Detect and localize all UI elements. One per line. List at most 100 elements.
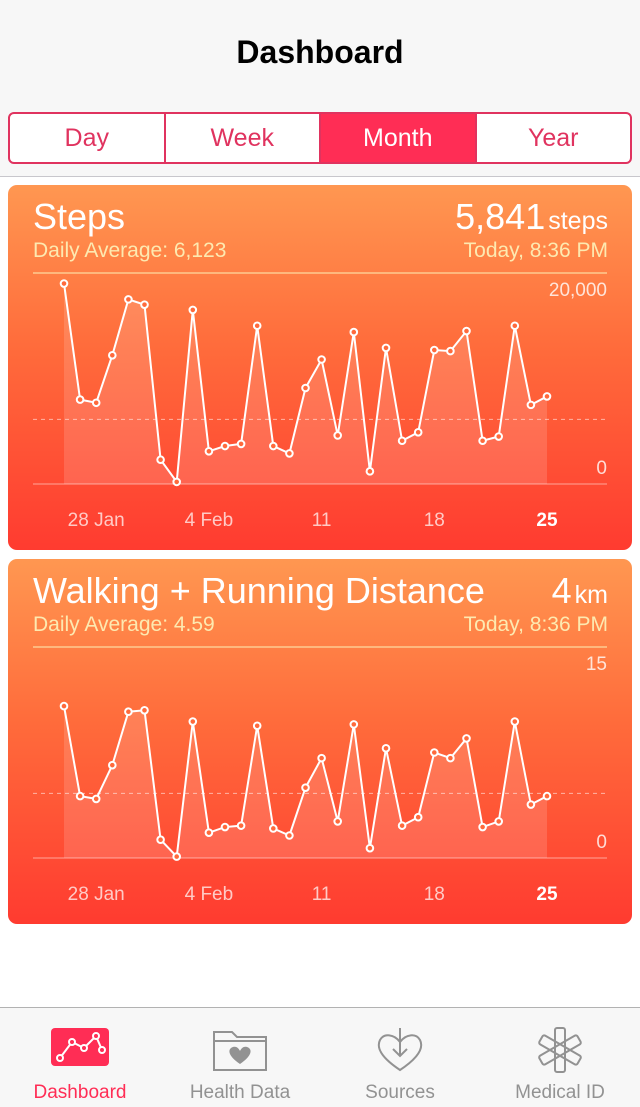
- data-point: [301, 383, 310, 393]
- data-point: [75, 791, 85, 801]
- data-point: [317, 355, 326, 364]
- data-point: [108, 760, 117, 770]
- data-point: [252, 721, 262, 731]
- y-min-label: 0: [596, 832, 607, 853]
- navigation-bar: Dashboard Day Week Month Year: [0, 0, 640, 177]
- data-point: [172, 477, 181, 487]
- data-point: [381, 743, 391, 753]
- data-point: [204, 828, 214, 837]
- data-point: [413, 812, 423, 822]
- x-tick-label: 11: [312, 510, 332, 531]
- sources-heart-icon: [370, 1024, 430, 1079]
- data-point: [285, 449, 294, 458]
- series-area: [64, 283, 547, 484]
- data-point: [397, 821, 407, 830]
- data-point: [91, 398, 101, 408]
- data-point: [397, 436, 407, 446]
- page-title: Dashboard: [236, 34, 404, 70]
- data-point: [494, 432, 504, 441]
- steps-value-unit: steps: [548, 207, 608, 235]
- data-point: [446, 753, 455, 763]
- distance-timestamp: Today, 8:36 PM: [463, 613, 608, 636]
- data-point: [172, 852, 181, 861]
- data-point: [236, 821, 246, 830]
- segment-week[interactable]: Week: [166, 114, 321, 162]
- distance-card-title: Walking + Running Distance: [33, 570, 485, 611]
- data-point: [75, 395, 85, 404]
- x-tick-label: 4 Feb: [185, 884, 234, 905]
- data-point: [510, 321, 520, 331]
- x-tick-label: 4 Feb: [185, 510, 234, 531]
- data-point: [317, 753, 326, 763]
- data-point: [542, 791, 552, 801]
- x-tick-label: 25: [536, 884, 558, 905]
- data-point: [478, 436, 487, 446]
- data-point: [413, 428, 423, 437]
- tab-dashboard[interactable]: Dashboard: [0, 1008, 160, 1107]
- tab-bar: Dashboard Health Data Sources: [0, 1007, 640, 1107]
- data-point: [285, 831, 294, 840]
- distance-daily-average: Daily Average: 4.59: [33, 613, 215, 636]
- distance-value: 4 km: [552, 571, 608, 615]
- segment-day[interactable]: Day: [10, 114, 166, 162]
- data-point: [252, 321, 262, 331]
- tab-health-data-label: Health Data: [189, 1082, 291, 1103]
- data-point: [269, 441, 278, 451]
- data-point: [124, 707, 133, 717]
- data-point: [462, 734, 471, 743]
- tab-medical-id[interactable]: Medical ID: [480, 1008, 640, 1107]
- data-point: [124, 295, 133, 304]
- steps-chart: 20,000 0 28 Jan 4 Feb 11 18 25: [33, 272, 607, 531]
- segment-year[interactable]: Year: [527, 123, 579, 152]
- data-point: [204, 446, 214, 456]
- distance-value-number: 4: [551, 570, 572, 611]
- data-point: [91, 794, 101, 804]
- data-point: [381, 343, 391, 353]
- data-point: [269, 824, 278, 833]
- data-point: [478, 822, 487, 832]
- data-point: [494, 817, 504, 826]
- steps-value-number: 5,841: [455, 196, 546, 237]
- data-point: [156, 835, 165, 845]
- tab-health-data[interactable]: Health Data: [160, 1008, 320, 1107]
- data-point: [349, 720, 359, 729]
- data-point: [220, 441, 230, 451]
- steps-card-title: Steps: [33, 196, 126, 237]
- dashboard-chart-icon: [50, 1024, 110, 1073]
- y-max-label: 15: [586, 654, 607, 675]
- data-point: [236, 439, 246, 449]
- steps-card[interactable]: 20,000 0 28 Jan 4 Feb 11 18 25 Steps Daily Ave…: [8, 185, 632, 550]
- data-point: [430, 345, 439, 355]
- series-area: [64, 706, 547, 858]
- data-point: [365, 467, 375, 476]
- segment-month[interactable]: Month: [321, 114, 477, 162]
- medical-asterisk-icon: [530, 1024, 590, 1079]
- tab-medical-id-label: Medical ID: [515, 1082, 605, 1103]
- distance-chart: 15 0 28 Jan 4 Feb 11 18 25: [33, 646, 607, 905]
- data-point: [188, 305, 198, 315]
- data-point: [59, 279, 69, 288]
- steps-timestamp: Today, 8:36 PM: [463, 239, 608, 262]
- tab-dashboard-label: Dashboard: [33, 1082, 127, 1103]
- data-point: [446, 346, 455, 356]
- data-point: [59, 701, 69, 711]
- period-segmented-control: Day Week Month Year: [8, 112, 632, 164]
- data-point: [430, 748, 439, 757]
- data-point: [542, 392, 552, 401]
- data-point: [462, 326, 471, 336]
- x-tick-label: 25: [536, 510, 558, 531]
- data-point: [333, 431, 343, 440]
- x-tick-label: 11: [312, 884, 332, 905]
- data-point: [220, 822, 230, 832]
- data-point: [510, 717, 520, 726]
- tab-sources[interactable]: Sources: [320, 1008, 480, 1107]
- data-point: [140, 706, 149, 715]
- x-tick-label: 18: [424, 510, 445, 531]
- y-max-label: 20,000: [549, 280, 607, 301]
- distance-card[interactable]: 15 0 28 Jan 4 Feb 11 18 25 Walking + Running D…: [8, 559, 632, 924]
- data-point: [365, 843, 375, 853]
- steps-daily-average: Daily Average: 6,123: [33, 239, 227, 262]
- data-point: [333, 817, 343, 826]
- data-point: [301, 783, 310, 792]
- data-point: [156, 455, 165, 465]
